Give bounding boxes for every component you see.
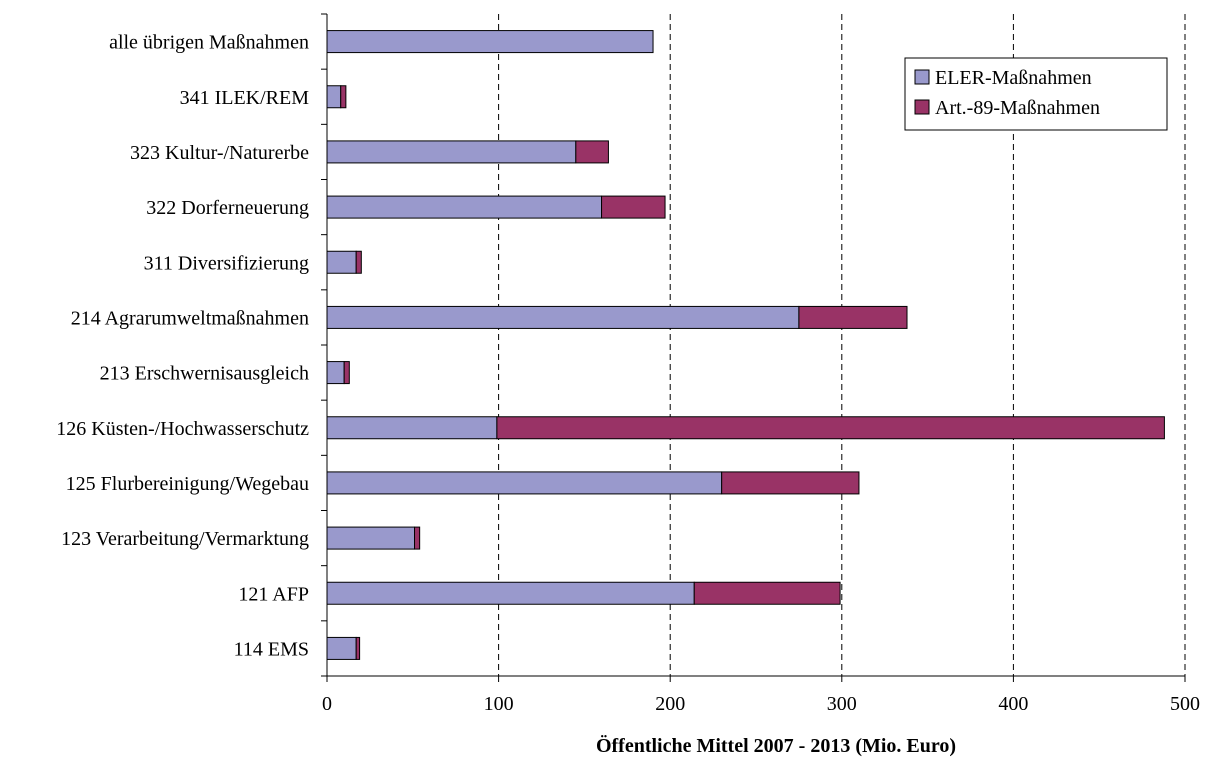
category-label: 213 Erschwernisausgleich [100,363,309,385]
category-label: 341 ILEK/REM [180,87,310,109]
x-axis-ticks: 0 100 200 300 400 500 [322,676,1200,715]
bar-art89 [601,195,666,219]
x-tick-label: 0 [322,693,332,715]
bar-eler [326,416,498,440]
category-label: 214 Agrarumweltmaßnahmen [71,307,309,329]
bar-art89 [340,85,347,109]
legend-swatch [914,99,930,115]
bars [326,30,1165,660]
category-label: 323 Kultur-/Naturerbe [130,142,309,164]
category-label: 121 AFP [238,583,309,605]
bar-eler [326,471,723,495]
x-tick-label: 500 [1170,693,1200,715]
legend-swatch [914,69,930,85]
bar-art89 [721,471,860,495]
category-label: 126 Küsten-/Hochwasserschutz [56,418,309,440]
legend-label: Art.-89-Maßnahmen [935,97,1100,119]
bar-eler [326,30,654,54]
bar-eler [326,361,345,385]
bar-eler [326,636,357,660]
category-label: 322 Dorferneuerung [146,197,309,219]
x-tick-label: 100 [484,693,514,715]
bar-art89 [496,416,1165,440]
category-label: 125 Flurbereinigung/Wegebau [66,473,309,495]
bar-art89 [575,140,609,164]
legend-box [904,57,1168,131]
bar-eler [326,140,577,164]
bar-eler [326,250,357,274]
y-axis-ticks: alle übrigen Maßnahmen 341 ILEK/REM 323 Ku… [56,13,327,677]
x-tick-label: 200 [655,693,685,715]
bar-art89 [798,305,908,329]
bar-art89 [355,250,362,274]
bar-eler [326,526,416,550]
bar-eler [326,581,695,605]
bar-eler [326,305,800,329]
category-label: 123 Verarbeitung/Vermarktung [61,528,309,550]
category-label: alle übrigen Maßnahmen [109,32,309,54]
legend: ELER-Maßnahmen Art.-89-Maßnahmen [904,57,1168,131]
bar-art89 [693,581,841,605]
x-tick-label: 300 [827,693,857,715]
bar-eler [326,195,603,219]
category-label: 311 Diversifizierung [144,252,309,274]
bar-art89 [355,636,361,660]
bar-art89 [414,526,421,550]
bar-eler [326,85,342,109]
category-label: 114 EMS [234,638,309,660]
legend-label: ELER-Maßnahmen [935,67,1092,89]
bar-art89 [343,361,350,385]
x-axis-title: Öffentliche Mittel 2007 - 2013 (Mio. Eur… [596,734,956,757]
x-tick-label: 400 [998,693,1028,715]
